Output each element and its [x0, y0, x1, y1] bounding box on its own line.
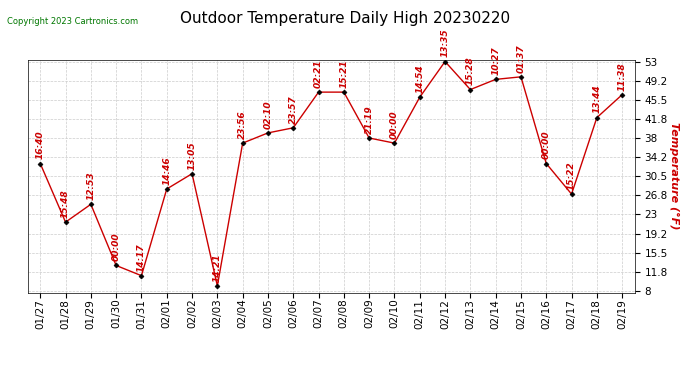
Text: 14:17: 14:17 [137, 243, 146, 272]
Text: 14:54: 14:54 [415, 64, 424, 93]
Text: 00:00: 00:00 [112, 232, 121, 261]
Text: 00:00: 00:00 [542, 131, 551, 159]
Text: 01:37: 01:37 [516, 44, 526, 73]
Text: 16:40: 16:40 [36, 131, 45, 159]
Text: 00:00: 00:00 [390, 110, 399, 139]
Text: Outdoor Temperature Daily High 20230220: Outdoor Temperature Daily High 20230220 [180, 11, 510, 26]
Text: 02:10: 02:10 [264, 100, 273, 129]
Text: 12:53: 12:53 [86, 171, 95, 200]
Text: 23:57: 23:57 [288, 95, 298, 124]
Text: Copyright 2023 Cartronics.com: Copyright 2023 Cartronics.com [7, 17, 138, 26]
Text: 11:38: 11:38 [618, 62, 627, 90]
Text: 23:56: 23:56 [238, 110, 247, 139]
Text: 02:21: 02:21 [314, 59, 323, 88]
Text: 14:21: 14:21 [213, 253, 222, 282]
Text: 13:35: 13:35 [440, 29, 450, 57]
Text: 15:22: 15:22 [567, 161, 576, 190]
Text: 15:48: 15:48 [61, 189, 70, 218]
Text: 15:21: 15:21 [339, 59, 348, 88]
Text: 13:44: 13:44 [592, 85, 602, 114]
Text: 15:28: 15:28 [466, 57, 475, 86]
Text: 10:27: 10:27 [491, 46, 500, 75]
Text: 14:46: 14:46 [162, 156, 171, 185]
Text: 21:19: 21:19 [364, 105, 374, 134]
Text: 13:05: 13:05 [188, 141, 197, 170]
Y-axis label: Temperature (°F): Temperature (°F) [669, 123, 679, 230]
